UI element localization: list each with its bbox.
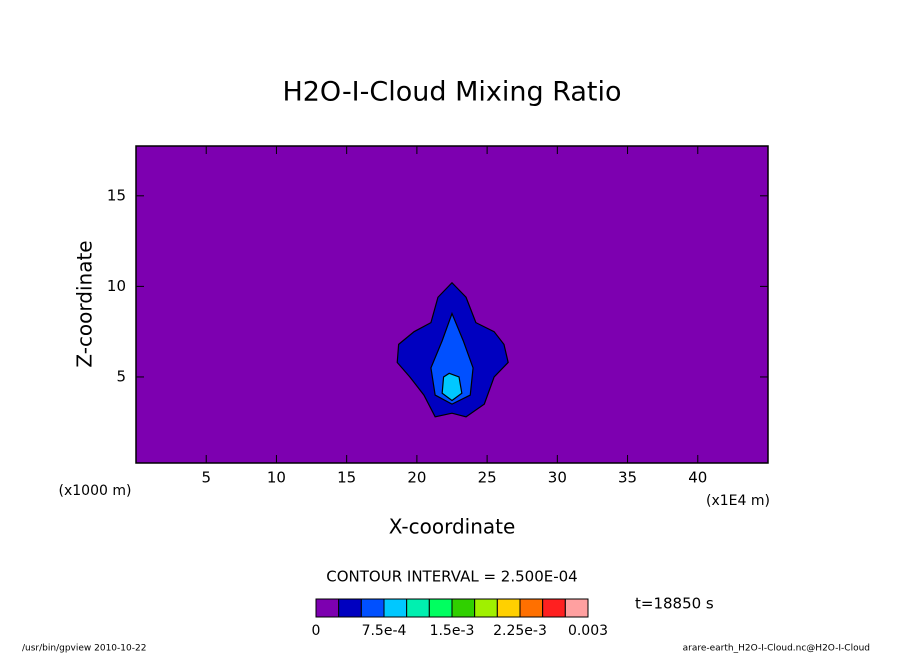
colorbar-cell bbox=[496, 598, 521, 618]
colorbar-cell bbox=[474, 598, 498, 618]
colorbar-tick-label: 2.25e-3 bbox=[493, 623, 547, 639]
colorbar-cell bbox=[406, 598, 430, 618]
y-tick-label: 10 bbox=[107, 277, 126, 295]
colorbar-tick-label: 1.5e-3 bbox=[430, 623, 475, 639]
x-tick-label: 40 bbox=[688, 469, 707, 487]
colorbar-cell bbox=[315, 598, 340, 618]
contour-region bbox=[430, 311, 474, 405]
colorbar-cell bbox=[360, 598, 385, 618]
x-axis-label: X-coordinate bbox=[389, 515, 516, 539]
colorbar-tick-label: 0 bbox=[312, 623, 321, 639]
x-tick-label: 10 bbox=[267, 469, 286, 487]
y-tick-label: 5 bbox=[116, 367, 126, 385]
contour-interval: CONTOUR INTERVAL = 2.500E-04 bbox=[326, 568, 577, 586]
colorbar-cell bbox=[428, 598, 453, 618]
colorbar-cell bbox=[542, 598, 566, 618]
time-label: t=18850 s bbox=[635, 595, 714, 613]
colorbar-cell bbox=[338, 598, 362, 618]
x-tick-label: 30 bbox=[548, 469, 567, 487]
footer-left: /usr/bin/gpview 2010-10-22 bbox=[22, 644, 146, 654]
colorbar-tick-label: 0.003 bbox=[568, 623, 608, 639]
x-tick-label: 35 bbox=[618, 469, 637, 487]
colorbar-cell bbox=[564, 598, 589, 618]
x-unit: (x1E4 m) bbox=[706, 493, 770, 509]
footer-right: arare-earth_H2O-I-Cloud.nc@H2O-I-Cloud bbox=[683, 644, 870, 654]
chart-title: H2O-I-Cloud Mixing Ratio bbox=[282, 77, 621, 108]
colorbar-tick-label: 7.5e-4 bbox=[362, 623, 407, 639]
contour-region bbox=[441, 372, 463, 402]
x-tick-label: 20 bbox=[407, 469, 426, 487]
colorbar-cell bbox=[451, 598, 476, 618]
y-tick-label: 15 bbox=[107, 186, 126, 204]
x-tick-label: 25 bbox=[478, 469, 497, 487]
x-tick-label: 5 bbox=[201, 469, 211, 487]
plot-frame bbox=[135, 145, 769, 464]
colorbar-cell bbox=[519, 598, 544, 618]
y-unit: (x1000 m) bbox=[59, 483, 132, 499]
y-axis-label: Z-coordinate bbox=[73, 240, 97, 367]
x-tick-label: 15 bbox=[337, 469, 356, 487]
colorbar-cell bbox=[383, 598, 408, 618]
